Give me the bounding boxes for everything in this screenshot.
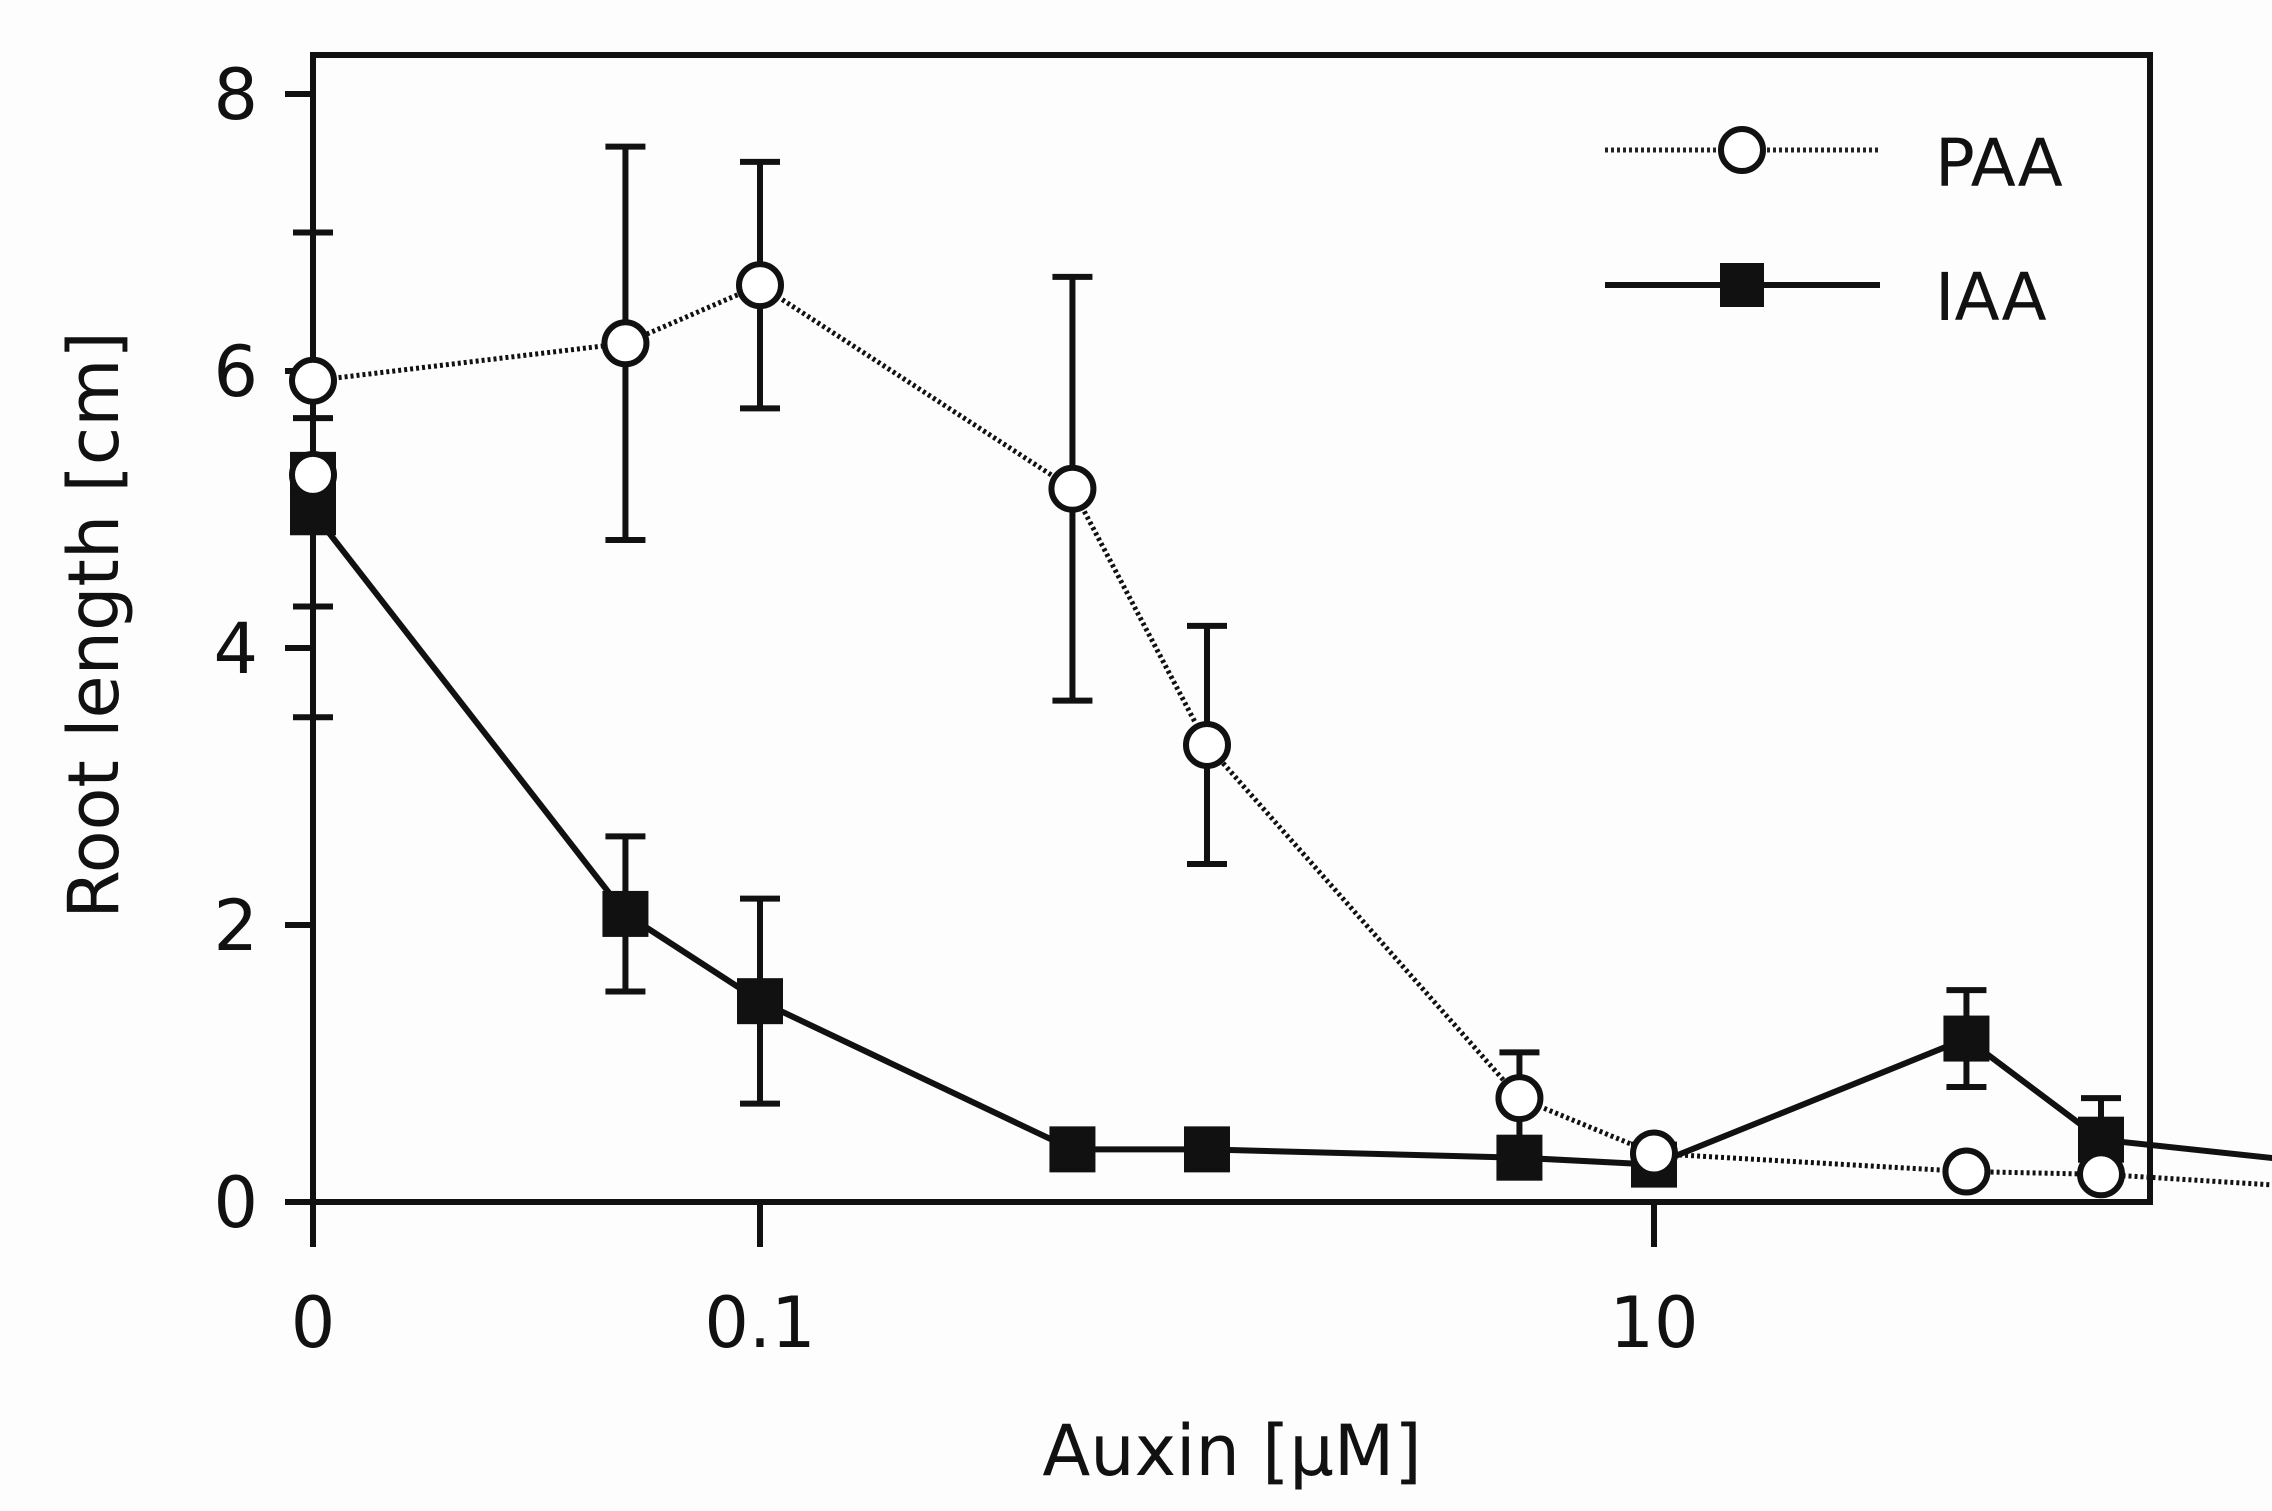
legend-label-paa: PAA [1935, 125, 2063, 202]
data-point-paa [1183, 720, 1231, 769]
data-point-paa [1630, 1129, 1678, 1178]
y-tick-label: 0 [213, 1162, 258, 1244]
legend: PAA IAA [1605, 125, 2063, 336]
data-point-iaa [602, 890, 649, 937]
x-tick-label: 10 [1609, 1282, 1698, 1364]
data-point-paa [736, 261, 784, 310]
data-point-iaa [1049, 1126, 1096, 1173]
x-axis-label: Auxin [µM] [1042, 1410, 1421, 1492]
data-point-paa [601, 319, 650, 368]
series-paa [289, 143, 2272, 1199]
y-tick-label: 2 [213, 885, 258, 967]
data-point-iaa [737, 978, 783, 1025]
y-tick-label: 8 [213, 54, 258, 136]
data-point-iaa [1184, 1126, 1230, 1173]
legend-marker-iaa [1720, 263, 1764, 307]
series-iaa [290, 415, 2272, 1188]
series-line-paa [310, 282, 2272, 1188]
y-axis-label: Root length [cm] [53, 331, 135, 919]
series-line-iaa [310, 474, 2272, 1168]
plot-frame [310, 52, 2153, 1205]
data-point-paa [1495, 1074, 1544, 1123]
data-point-paa [289, 356, 337, 405]
data-point-paa [289, 450, 337, 499]
legend-marker-paa [1718, 126, 1766, 174]
data-point-paa [1048, 464, 1097, 513]
data-point-paa [2077, 1150, 2125, 1199]
x-tick-label: 0 [291, 1282, 336, 1364]
data-point-iaa [1943, 1015, 1990, 1062]
y-tick-label: 4 [213, 608, 258, 690]
legend-label-iaa: IAA [1935, 259, 2047, 336]
x-tick-label: 0.1 [704, 1282, 815, 1364]
data-point-paa [1942, 1147, 1991, 1196]
series-layer [289, 143, 2272, 1199]
y-tick-label: 6 [213, 331, 258, 413]
